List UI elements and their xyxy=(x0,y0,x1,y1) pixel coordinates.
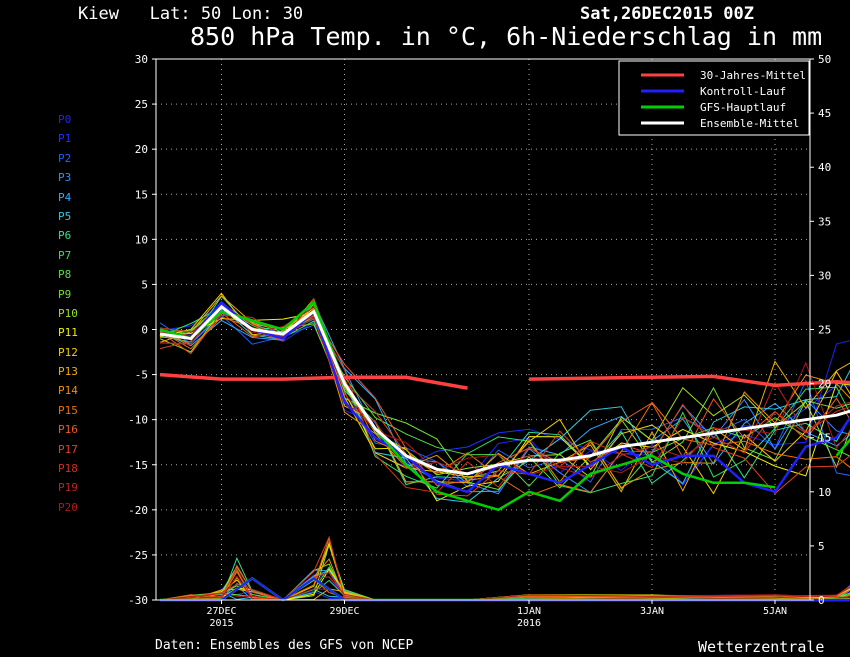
member-precip-line xyxy=(159,563,850,601)
y2-tick-label: 0 xyxy=(818,594,825,607)
y-tick-label: 15 xyxy=(135,188,148,201)
gfs-main-line xyxy=(159,300,776,512)
legend-label: Kontroll-Lauf xyxy=(700,85,786,98)
x-tick-sublabel: 2016 xyxy=(517,618,541,629)
member-precip-line xyxy=(159,590,850,601)
y2-tick-label: 40 xyxy=(818,161,831,174)
member-label: P20 xyxy=(58,500,78,514)
member-precip-line xyxy=(159,541,850,601)
control-run-line xyxy=(159,300,850,494)
member-precip-line xyxy=(159,536,850,601)
x-tick-label: 3JAN xyxy=(640,606,664,617)
brand-label: Wetterzentrale xyxy=(698,638,825,656)
location-label: Kiew Lat: 50 Lon: 30 xyxy=(78,4,304,24)
member-label: P8 xyxy=(58,268,72,282)
climate-mean-line xyxy=(159,372,468,390)
member-label: P18 xyxy=(58,462,78,476)
member-precip-line xyxy=(159,544,850,601)
member-label: P2 xyxy=(58,151,72,165)
x-tick-label: 1JAN xyxy=(517,606,541,617)
y-tick-label: 5 xyxy=(141,278,148,291)
legend-label: Ensemble-Mittel xyxy=(700,117,799,130)
member-label: P13 xyxy=(58,365,78,379)
x-tick-label: 5JAN xyxy=(763,606,787,617)
member-label: P9 xyxy=(58,287,72,301)
member-precip-line xyxy=(159,571,850,601)
chart-title: 850 hPa Temp. in °C, 6h-Niederschlag in … xyxy=(190,22,823,51)
member-label: P19 xyxy=(58,481,78,495)
member-label: P1 xyxy=(58,132,72,146)
member-label: P12 xyxy=(58,345,78,359)
y-tick-label: 30 xyxy=(135,53,148,66)
run-date: Sat,26DEC2015 00Z xyxy=(580,4,754,24)
y-tick-label: -25 xyxy=(128,549,148,562)
x-tick-sublabel: 2015 xyxy=(209,618,233,629)
y-tick-label: 0 xyxy=(141,324,148,337)
member-label: P16 xyxy=(58,423,78,437)
member-label: P0 xyxy=(58,113,72,126)
y2-tick-label: 45 xyxy=(818,107,831,120)
member-line xyxy=(159,303,850,479)
y-tick-label: 25 xyxy=(135,98,148,111)
y-tick-label: -5 xyxy=(135,369,148,382)
legend-label: 30-Jahres-Mittel xyxy=(700,69,806,82)
member-label: P4 xyxy=(58,190,72,204)
x-tick-label: 27DEC xyxy=(206,606,236,617)
y-tick-label: -30 xyxy=(128,594,148,607)
y2-tick-label: 10 xyxy=(818,486,831,499)
y-tick-label: -20 xyxy=(128,504,148,517)
chart-legend: 30-Jahres-Mittel Kontroll-Lauf GFS-Hauptla… xyxy=(618,60,810,136)
y-tick-label: -15 xyxy=(128,459,148,472)
member-precip-line xyxy=(159,568,850,601)
y-tick-label: 20 xyxy=(135,143,148,156)
member-label: P10 xyxy=(58,306,78,320)
member-label: P3 xyxy=(58,171,72,185)
chart-axes: 302520151050-5-10-15-20-25-3050454035302… xyxy=(128,53,831,629)
y2-tick-label: 35 xyxy=(818,215,831,228)
member-label: P6 xyxy=(58,229,72,243)
y-tick-label: -10 xyxy=(128,414,148,427)
member-label: P15 xyxy=(58,403,78,417)
member-label: P7 xyxy=(58,248,72,262)
y2-tick-label: 5 xyxy=(818,540,825,553)
data-source: Daten: Ensembles des GFS von NCEP xyxy=(155,638,414,653)
climate-mean-series xyxy=(159,372,850,390)
y-tick-label: 10 xyxy=(135,233,148,246)
ensemble-mean-line xyxy=(159,305,850,476)
member-label: P5 xyxy=(58,209,72,223)
y2-tick-label: 20 xyxy=(818,378,831,391)
x-tick-label: 29DEC xyxy=(329,606,359,617)
chart-grid xyxy=(156,59,810,600)
y2-tick-label: 50 xyxy=(818,53,831,66)
climate-mean-line xyxy=(528,374,850,388)
y2-tick-label: 15 xyxy=(818,432,831,445)
member-label: P17 xyxy=(58,442,78,456)
member-precip-line xyxy=(159,542,850,601)
legend-label: GFS-Hauptlauf xyxy=(700,101,786,114)
y2-tick-label: 25 xyxy=(818,324,831,337)
member-line xyxy=(159,305,850,491)
y2-tick-label: 30 xyxy=(818,269,831,282)
member-lines xyxy=(159,292,850,601)
member-precip-line xyxy=(159,556,850,601)
member-label: P14 xyxy=(58,384,78,398)
member-list: P0 P1 P2 P3 P4 P5 P6 P7 P8 P9 P10 P11 P12 P13 P14 P15 P1… xyxy=(58,110,78,517)
member-label: P11 xyxy=(58,326,78,340)
